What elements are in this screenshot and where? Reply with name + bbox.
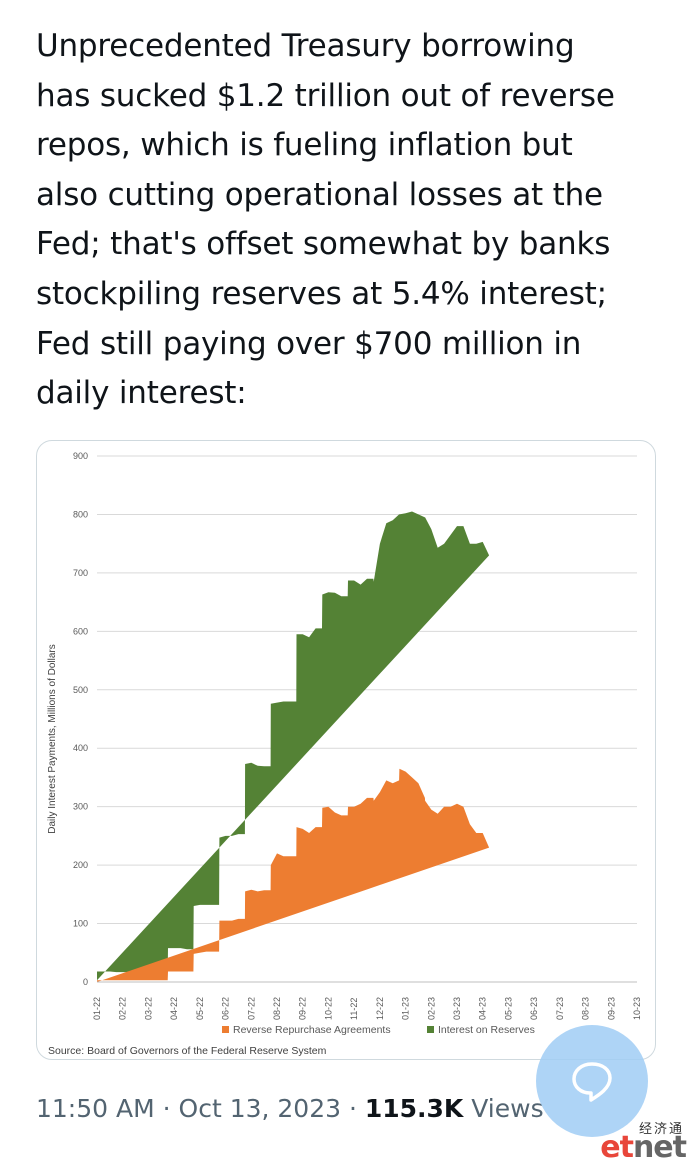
y-tick-label: 400 [73,743,88,753]
tweet-text-line: also cutting operational losses at the [36,176,603,213]
x-tick-label: 10-22 [323,997,333,1020]
y-tick-label: 100 [73,919,88,929]
tweet-text-line: has sucked $1.2 trillion out of reverse [36,77,615,114]
legend-swatch-rrp [222,1026,229,1033]
area-reverse-repurchase-agreements [97,768,490,982]
stacked-area-chart: 0 100 200 300 400 500 600 700 800 900 01-22 02-22 03… [47,451,642,1057]
watermark-cn-text: 经济通 [638,1122,684,1137]
views-count: 115.3K [364,1094,464,1123]
area-interest-on-reserves [97,511,490,981]
tweet-text-line: daily interest: [36,375,247,412]
tweet-time[interactable]: 11:50 AM [36,1094,155,1123]
etnet-watermark: 经济通 etnet [600,1118,690,1165]
x-tick-label: 01-23 [401,997,411,1020]
x-tick-label: 05-23 [503,997,513,1020]
tweet-text-line: repos, which is fueling inflation but [36,127,573,164]
y-tick-label: 300 [73,802,88,812]
tweet-text-line: Fed; that's offset somewhat by banks [36,226,611,263]
x-tick-label: 02-23 [426,997,436,1020]
meta-separator: · [341,1094,365,1123]
tweet-text-line: stockpiling reserves at 5.4% interest; [36,275,607,312]
x-tick-label: 07-23 [555,997,565,1020]
y-tick-label: 0 [83,977,88,987]
tweet-meta: 11:50 AM · Oct 13, 2023 · 115.3K Views [36,1094,544,1123]
watermark-brand-et: et [600,1130,634,1165]
x-tick-label: 08-23 [581,997,591,1020]
tweet-date[interactable]: Oct 13, 2023 [178,1094,342,1123]
y-tick-label: 200 [73,860,88,870]
x-tick-label: 10-23 [632,997,642,1020]
x-tick-label: 06-22 [221,997,231,1020]
watermark-brand-net: net [632,1130,687,1165]
y-tick-label: 600 [73,626,88,636]
watermark-logo: etnet [600,1130,687,1165]
y-tick-label: 900 [73,451,88,461]
y-axis-label: Daily Interest Payments, Millions of Dol… [47,644,58,834]
x-tick-label: 08-22 [272,997,282,1020]
legend-label-ior: Interest on Reserves [438,1024,535,1036]
x-tick-label: 01-22 [92,997,102,1020]
x-tick-label: 11-22 [349,998,359,1020]
x-tick-label: 06-23 [529,997,539,1020]
x-tick-label: 04-22 [169,997,179,1020]
x-tick-label: 12-22 [375,997,385,1020]
reply-button[interactable] [536,1025,648,1137]
tweet-text: Unprecedented Treasury borrowing has suc… [36,22,666,419]
views-label: Views [463,1094,544,1123]
legend-label-rrp: Reverse Repurchase Agreements [233,1024,391,1036]
meta-separator: · [154,1094,179,1123]
x-tick-label: 04-23 [478,997,488,1020]
chart-image[interactable]: 0 100 200 300 400 500 600 700 800 900 01-22 02-22 03… [36,440,656,1060]
x-tick-label: 02-22 [118,997,128,1020]
y-tick-label: 500 [73,685,88,695]
x-tick-label: 03-22 [143,997,153,1020]
x-tick-label: 03-23 [452,997,462,1020]
chart-source: Source: Board of Governors of the Federa… [48,1045,327,1057]
x-tick-label: 07-22 [246,997,256,1020]
chat-bubble-icon [572,1062,612,1102]
x-tick-label: 05-22 [195,997,205,1020]
x-tick-label: 09-22 [298,997,308,1020]
x-tick-label: 09-23 [606,997,616,1020]
tweet-text-line: Unprecedented Treasury borrowing [36,28,575,64]
y-tick-label: 700 [73,568,88,578]
legend-swatch-ior [427,1026,434,1033]
tweet-text-line: Fed still paying over $700 million in [36,325,582,362]
y-tick-label: 800 [73,509,88,519]
